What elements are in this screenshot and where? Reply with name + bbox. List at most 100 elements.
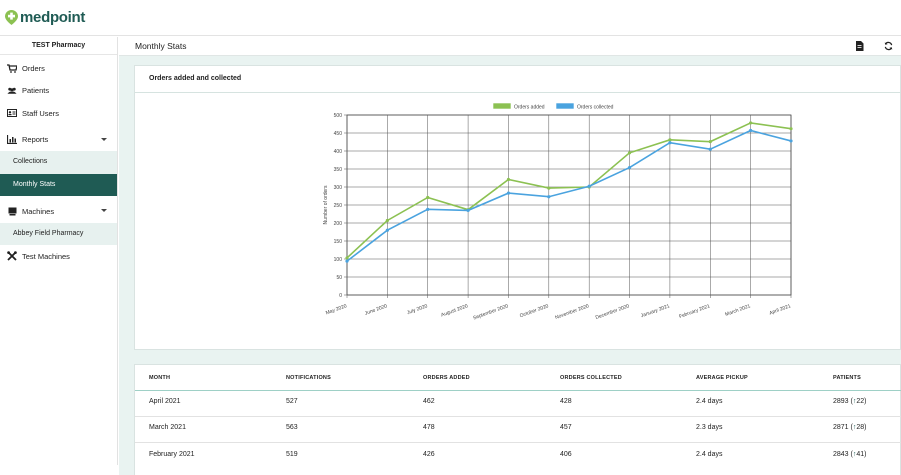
column-header-notifications[interactable]: NOTIFICATIONS [286, 375, 331, 381]
y-tick-label: 0 [339, 293, 342, 299]
cell-patients: 2871 (↑28) [833, 424, 867, 431]
y-axis-label: Number of orders [323, 185, 329, 224]
cell-average-pickup: 2.3 days [696, 424, 723, 431]
machine-icon [7, 206, 17, 216]
row-divider [135, 416, 901, 417]
x-tick-label: September 2020 [472, 303, 509, 321]
document-icon[interactable] [855, 41, 864, 51]
row-divider [135, 442, 901, 443]
y-tick-label: 50 [336, 275, 342, 281]
data-point[interactable] [627, 151, 632, 155]
cell-month: March 2021 [149, 424, 186, 431]
sidebar: TEST Pharmacy Orders Patients Staff User… [0, 37, 118, 475]
legend-swatch[interactable] [492, 102, 512, 110]
sidebar-item-patients[interactable]: Patients [0, 80, 117, 103]
cell-notifications: 519 [286, 451, 298, 458]
data-point[interactable] [466, 208, 470, 212]
cell-orders-collected: 406 [560, 451, 572, 458]
cell-patients: 2893 (↑22) [833, 398, 867, 405]
sidebar-item-collections[interactable]: Collections [0, 151, 117, 174]
chart-card-title: Orders added and collected [149, 75, 242, 82]
x-tick-label: December 2020 [595, 303, 631, 321]
cell-month: April 2021 [149, 398, 181, 405]
sidebar-item-label: Machines [22, 206, 55, 216]
arrow-up-icon: ↑ [852, 424, 857, 431]
data-point[interactable] [708, 140, 712, 144]
sidebar-item-staff-users[interactable]: Staff Users [0, 102, 117, 125]
data-point[interactable] [547, 186, 551, 190]
data-point[interactable] [587, 184, 591, 188]
chevron-down-icon[interactable] [101, 137, 107, 141]
data-point[interactable] [668, 141, 672, 145]
top-bar: medpoint [0, 0, 901, 36]
column-header-month[interactable]: MONTH [149, 375, 171, 381]
logo[interactable]: medpoint [5, 9, 85, 26]
data-point[interactable] [668, 138, 672, 142]
data-point[interactable] [426, 207, 430, 211]
header-divider [135, 390, 901, 391]
x-tick-label: April 2021 [768, 303, 791, 316]
legend-label[interactable]: Orders collected [577, 105, 614, 111]
cart-icon [7, 63, 17, 73]
cell-orders-added: 426 [423, 451, 435, 458]
legend-swatch[interactable] [555, 102, 575, 110]
data-point[interactable] [547, 195, 551, 199]
sidebar-item-reports[interactable]: Reports [0, 129, 117, 152]
column-header-orders-collected[interactable]: ORDERS COLLECTED [560, 375, 622, 381]
data-point[interactable] [708, 147, 712, 151]
y-tick-label: 500 [334, 113, 343, 119]
pharmacy-name: TEST Pharmacy [0, 37, 117, 55]
patients-count: 2843 [833, 451, 849, 458]
cell-orders-added: 478 [423, 424, 435, 431]
column-header-average-pickup[interactable]: AVERAGE PICKUP [696, 375, 748, 381]
column-header-orders-added[interactable]: ORDERS ADDED [423, 375, 470, 381]
data-point[interactable] [385, 228, 389, 232]
data-point[interactable] [426, 195, 430, 200]
x-tick-label: October 2020 [519, 303, 550, 319]
data-point[interactable] [345, 259, 349, 263]
page-title: Monthly Stats [135, 41, 187, 51]
sidebar-item-label: Orders [22, 63, 45, 73]
data-point[interactable] [749, 128, 753, 133]
chart-card: Orders added and collected 0 50 100 150 200 2… [134, 65, 901, 350]
cell-orders-collected: 457 [560, 424, 572, 431]
y-tick-label: 200 [334, 221, 343, 227]
x-tick-label: July 2020 [406, 303, 428, 316]
x-tick-label: March 2021 [724, 303, 751, 318]
y-tick-label: 450 [334, 131, 343, 137]
data-point[interactable] [385, 218, 389, 223]
data-point[interactable] [345, 256, 349, 260]
data-point[interactable] [627, 165, 632, 170]
cell-patients: 2843 (↑41) [833, 451, 867, 458]
users-icon [7, 86, 17, 96]
data-point[interactable] [789, 127, 793, 131]
arrow-up-icon: ↑ [852, 398, 857, 405]
chart-icon [7, 135, 17, 145]
sidebar-item-monthly-stats[interactable]: Monthly Stats [0, 173, 117, 196]
patients-delta: 22 [856, 398, 865, 405]
tools-icon [7, 251, 17, 261]
page-header: Monthly Stats [119, 37, 901, 56]
data-point[interactable] [506, 191, 511, 195]
series-line-orders-collected [346, 129, 792, 262]
cell-orders-collected: 428 [560, 398, 572, 405]
sidebar-item-test-machines[interactable]: Test Machines [0, 245, 117, 268]
sidebar-item-machines[interactable]: Machines [0, 200, 117, 223]
refresh-icon[interactable] [884, 41, 893, 51]
x-tick-label: May 2020 [325, 303, 348, 316]
sidebar-item-label: Reports [22, 135, 49, 145]
cell-orders-added: 462 [423, 398, 435, 405]
column-header-patients[interactable]: PATIENTS [833, 375, 861, 381]
legend-label[interactable]: Orders added [514, 105, 545, 111]
y-tick-label: 250 [334, 203, 343, 209]
chevron-down-icon[interactable] [101, 209, 107, 212]
divider [135, 92, 901, 93]
patients-delta: 41 [856, 451, 865, 458]
data-point[interactable] [749, 121, 753, 125]
data-point[interactable] [789, 139, 793, 143]
x-tick-label: August 2020 [440, 303, 469, 318]
sidebar-item-abbey-field-pharmacy[interactable]: Abbey Field Pharmacy [0, 222, 117, 245]
y-tick-label: 150 [334, 239, 343, 245]
sidebar-item-orders[interactable]: Orders [0, 57, 117, 80]
data-point[interactable] [506, 177, 511, 182]
